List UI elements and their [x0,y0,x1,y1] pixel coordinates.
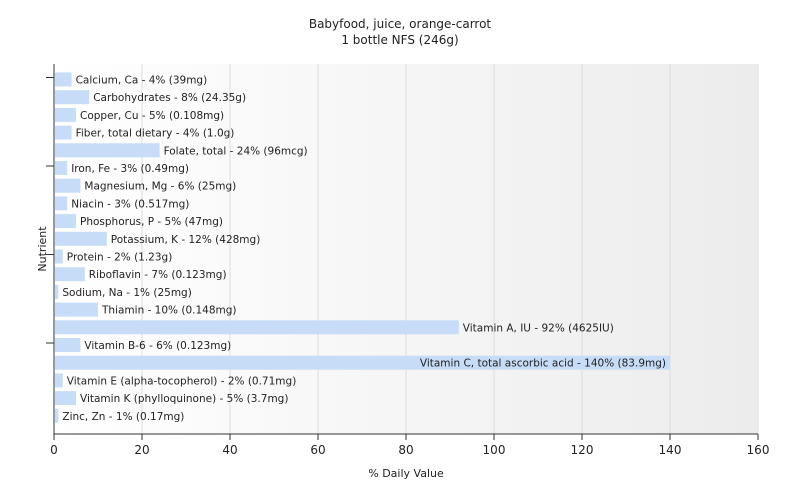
bar-label: Folate, total - 24% (96mcg) [164,145,308,157]
bar-label: Protein - 2% (1.23g) [67,252,173,264]
bar [55,373,63,388]
bar [55,284,59,299]
bar [55,302,98,317]
bar-label: Vitamin K (phylloquinone) - 5% (3.7mg) [80,393,288,405]
bar-label: Calcium, Ca - 4% (39mg) [76,75,208,87]
bar-label: Phosphorus, P - 5% (47mg) [80,216,223,228]
bar-label: Sodium, Na - 1% (25mg) [62,287,191,299]
x-axis-title: % Daily Value [368,467,444,480]
bar-label: Magnesium, Mg - 6% (25mg) [84,181,236,193]
bar [55,391,76,406]
bar [55,267,85,282]
bar-label: Potassium, K - 12% (428mg) [111,234,261,246]
x-tick-label: 60 [310,443,325,457]
bar [55,320,459,335]
bar-label: Vitamin C, total ascorbic acid - 140% (8… [420,358,666,370]
bar-label: Thiamin - 10% (0.148mg) [101,305,237,317]
bar [55,72,72,87]
chart-title: Babyfood, juice, orange-carrot [309,17,492,31]
bar [55,143,160,158]
bar-label: Vitamin B-6 - 6% (0.123mg) [84,340,231,352]
bar-label: Iron, Fe - 3% (0.49mg) [71,163,189,175]
bar [55,214,76,229]
bar-label: Fiber, total dietary - 4% (1.0g) [76,128,235,140]
bars: Calcium, Ca - 4% (39mg) Carbohydrates - 8… [55,72,670,423]
gridlines [141,64,759,434]
bar [55,178,81,193]
bar-label: Vitamin A, IU - 92% (4625IU) [463,322,614,334]
bar-label: Riboflavin - 7% (0.123mg) [89,269,227,281]
bar-label: Vitamin E (alpha-tocopherol) - 2% (0.71m… [67,375,296,387]
x-tick-label: 120 [571,443,594,457]
bar [55,408,59,423]
x-tick-label: 140 [659,443,682,457]
bar [55,355,670,370]
bar [55,107,76,122]
x-tick-label: 20 [134,443,149,457]
x-tick-label: 40 [222,443,237,457]
bar-label: Zinc, Zn - 1% (0.17mg) [62,411,184,423]
x-tick-label: 80 [398,443,413,457]
bar [55,231,107,246]
bar [55,338,81,352]
y-axis-title: Nutrient [36,226,49,272]
bar-label: Niacin - 3% (0.517mg) [71,198,189,210]
axes: 0 20 40 60 80 100 120 140 160 [46,64,769,457]
bar [55,90,90,105]
bar [55,161,68,175]
chart-subtitle: 1 bottle NFS (246g) [341,33,458,47]
x-tick-label: 100 [483,443,506,457]
bar [55,249,63,264]
bar [55,196,68,211]
bar [55,125,72,140]
bar-label: Copper, Cu - 5% (0.108mg) [80,110,224,122]
x-tick-label: 0 [50,443,58,457]
x-tick-label: 160 [747,443,770,457]
bar-label: Carbohydrates - 8% (24.35g) [93,92,246,104]
